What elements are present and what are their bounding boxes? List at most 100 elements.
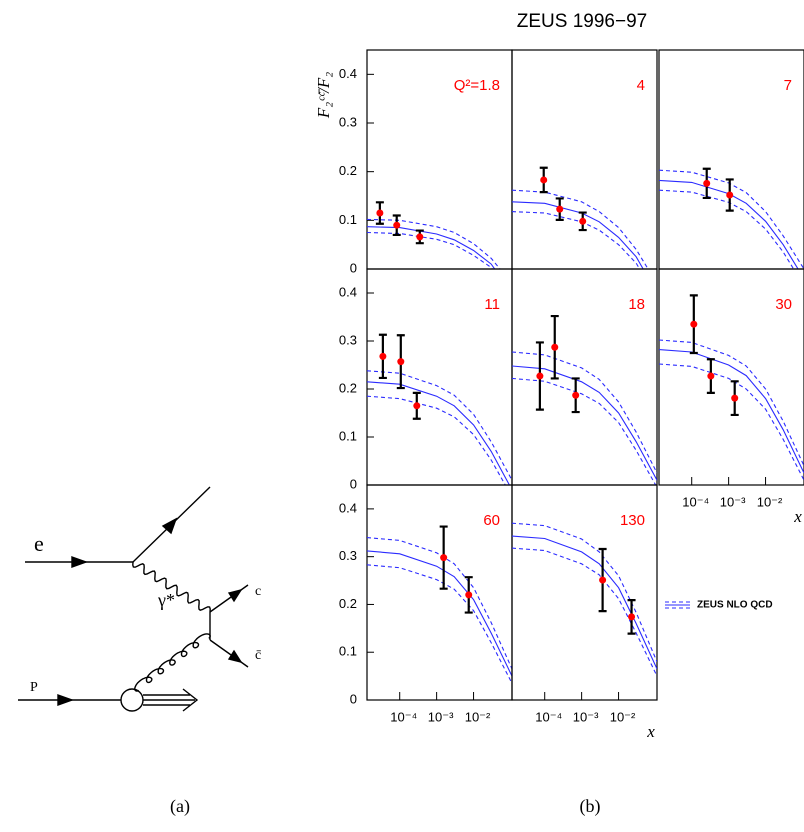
plot-area <box>367 335 512 497</box>
x-tick-label: 10⁻² <box>757 494 783 509</box>
panel-label: 30 <box>775 296 792 313</box>
theory-curve <box>659 190 804 286</box>
data-point <box>393 222 400 229</box>
y-tick-label: 0.4 <box>339 500 357 515</box>
theory-curve <box>512 352 657 473</box>
y-tick-label: 0.4 <box>339 284 357 299</box>
theory-curve <box>512 548 657 676</box>
theory-curve <box>367 565 512 684</box>
data-point <box>440 554 447 561</box>
proton-remnant <box>143 689 197 711</box>
theory-curve <box>659 170 804 269</box>
diagram-label: P <box>30 680 38 695</box>
theory-curve <box>659 350 804 473</box>
arrow <box>58 695 72 705</box>
data-point <box>690 321 697 328</box>
plot-area <box>512 168 657 298</box>
panel-label: 4 <box>637 77 645 94</box>
diagram-label: γ* <box>157 590 175 610</box>
theory-curve <box>512 378 657 487</box>
data-point <box>579 218 586 225</box>
panel-frame <box>512 50 657 269</box>
data-point <box>703 180 710 187</box>
panel: 4 <box>512 50 657 298</box>
data-point <box>413 402 420 409</box>
y-tick-label: 0.3 <box>339 114 357 129</box>
theory-curve <box>367 538 512 669</box>
x-tick-label: 10⁻³ <box>428 709 454 724</box>
legend-label: ZEUS NLO QCD <box>697 600 773 611</box>
panel-label: 130 <box>620 512 645 529</box>
panel-label: Q²=1.8 <box>454 77 500 94</box>
data-point <box>376 210 383 217</box>
panel-label: 7 <box>784 77 792 94</box>
y-axis-label: F₂ᶜᶜ̄/F₂ <box>314 72 333 119</box>
diagram-label: c̄ <box>255 648 262 663</box>
figure: ZEUS 1996−97 e γ* c c̄ P (a) (b) ZEUS NL… <box>0 0 804 832</box>
data-point <box>628 613 635 620</box>
x-tick-label: 10⁻² <box>610 709 636 724</box>
x-tick-label: 10⁻⁴ <box>682 494 709 509</box>
plot-area <box>367 202 512 298</box>
panel: 10⁻⁴ 10⁻³ 10⁻² 130 x <box>512 485 657 741</box>
y-tick-label: 0 <box>350 476 357 491</box>
y-tick-label: 0.1 <box>339 644 357 659</box>
plot-area <box>512 316 657 487</box>
arrow <box>72 557 86 567</box>
theory-curve <box>512 523 657 662</box>
gluon <box>135 634 210 691</box>
x-tick-label: 10⁻⁴ <box>535 709 562 724</box>
plot-area <box>659 295 804 480</box>
x-tick-label: 10⁻³ <box>573 709 599 724</box>
plot-area <box>512 523 657 676</box>
panel-label: 60 <box>483 512 500 529</box>
panel-label: 11 <box>484 296 500 313</box>
data-point <box>551 344 558 351</box>
data-point <box>465 591 472 598</box>
theory-curve <box>367 227 512 294</box>
caption: (b) <box>580 796 601 817</box>
data-point <box>416 233 423 240</box>
feynman-diagram <box>18 487 248 711</box>
theory-curve <box>659 340 804 466</box>
x-axis-label: x <box>646 722 655 741</box>
x-axis-label: x <box>793 507 802 526</box>
theory-curve <box>367 233 512 299</box>
data-point <box>540 176 547 183</box>
data-point <box>572 392 579 399</box>
panel: 00.10.20.30.410⁻⁴10⁻³10⁻²60 <box>339 485 512 724</box>
data-point <box>731 395 738 402</box>
y-tick-label: 0.2 <box>339 380 357 395</box>
y-tick-label: 0 <box>350 691 357 706</box>
y-tick-label: 0.3 <box>339 332 357 347</box>
theory-curve <box>367 551 512 676</box>
arrow <box>229 651 241 662</box>
y-tick-label: 0.2 <box>339 596 357 611</box>
x-tick-label: 10⁻⁴ <box>390 709 417 724</box>
theory-curve <box>512 536 657 669</box>
y-tick-label: 0.1 <box>339 212 357 227</box>
theory-curve <box>367 219 512 283</box>
data-point <box>536 373 543 380</box>
x-tick-label: 10⁻³ <box>720 494 746 509</box>
diagram-label: c <box>255 584 261 599</box>
theory-curve <box>367 371 512 480</box>
theory-curve <box>512 212 657 299</box>
theory-curve <box>512 366 657 480</box>
caption: (a) <box>170 796 190 817</box>
data-point <box>599 577 606 584</box>
data-point <box>556 206 563 213</box>
plot-area <box>367 527 512 684</box>
data-point <box>726 192 733 199</box>
theory-curve <box>367 396 512 497</box>
proton-blob <box>121 689 143 711</box>
legend: ZEUS NLO QCD <box>665 600 773 611</box>
data-point <box>379 353 386 360</box>
diagram-label: e <box>34 531 44 556</box>
panel: 00.10.20.30.411 <box>339 269 512 497</box>
panel: 10⁻⁴ 10⁻³ 10⁻² 30 x <box>659 269 804 526</box>
panel: 7 <box>659 50 804 286</box>
data-point <box>397 358 404 365</box>
figure-title: ZEUS 1996−97 <box>517 11 647 32</box>
